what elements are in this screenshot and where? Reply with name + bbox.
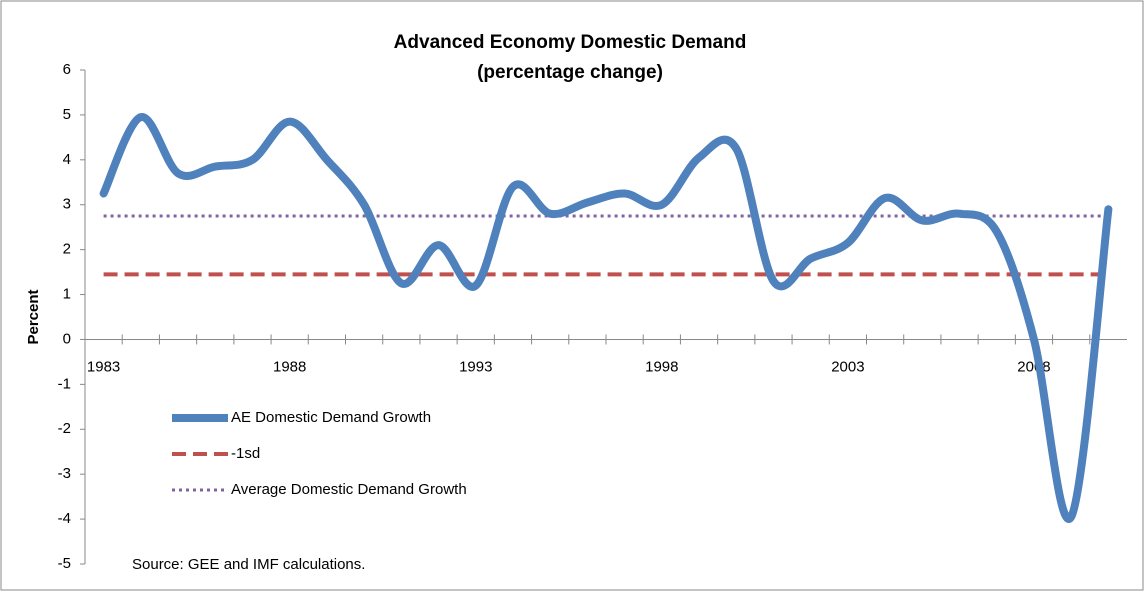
series-line: [99, 113, 1113, 523]
x-tick-label: 1998: [645, 358, 678, 375]
chart-title: Advanced Economy Domestic Demand: [394, 32, 747, 53]
y-tick-label: 0: [63, 330, 71, 347]
y-tick-label: 4: [63, 151, 71, 168]
y-tick-label: 1: [63, 286, 71, 303]
legend-label: AE Domestic Demand Growth: [231, 409, 431, 426]
y-tick-label: 6: [63, 61, 71, 78]
y-tick-label: -2: [58, 420, 71, 437]
x-tick-label: 1988: [273, 358, 306, 375]
annotation: Source: GEE and IMF calculations.: [132, 556, 365, 573]
x-tick-label: 1993: [459, 358, 492, 375]
y-tick-label: 5: [63, 106, 71, 123]
y-tick-label: 3: [63, 196, 71, 213]
x-tick-label: 2003: [831, 358, 864, 375]
x-tick-label: 1983: [87, 358, 120, 375]
legend-label: Average Domestic Demand Growth: [231, 481, 467, 498]
y-tick-label: -1: [58, 375, 71, 392]
y-tick-label: 2: [63, 241, 71, 258]
y-axis-label: Percent: [25, 289, 42, 344]
legend-label: -1sd: [231, 445, 260, 462]
y-tick-label: -5: [58, 555, 71, 572]
y-tick-label: -4: [58, 510, 71, 527]
x-tick-label: 2008: [1017, 358, 1050, 375]
chart-subtitle: (percentage change): [477, 62, 663, 83]
y-tick-label: -3: [58, 465, 71, 482]
